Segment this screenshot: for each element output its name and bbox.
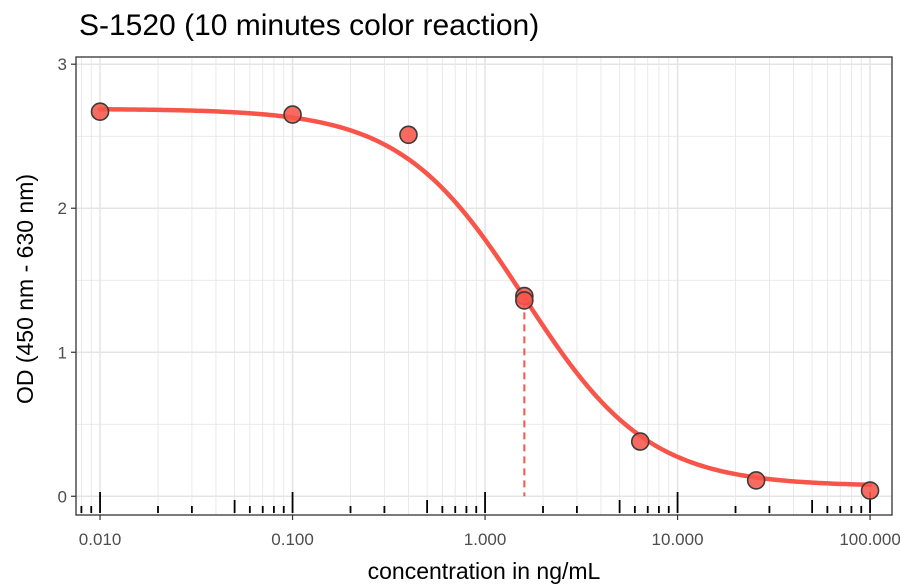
data-point: [283, 105, 302, 124]
data-point: [860, 481, 880, 500]
x-axis: 0.010 0.100 1.000 10.000 100.000: [79, 515, 900, 549]
x-tick-label: 10.000: [652, 530, 704, 549]
data-point: [399, 125, 418, 145]
y-tick-label: 0: [58, 487, 67, 506]
data-point: [746, 471, 766, 490]
chart-title: S-1520 (10 minutes color reaction): [79, 9, 539, 42]
y-axis: 0 1 2 3: [58, 55, 76, 506]
data-point: [515, 291, 534, 310]
rug-marks: [80, 492, 871, 513]
panel-border: [75, 56, 893, 516]
data-points: [90, 102, 880, 500]
x-axis-label: concentration in ng/mL: [368, 558, 601, 584]
y-tick-label: 1: [58, 343, 67, 362]
data-point: [630, 432, 650, 451]
grid: [76, 57, 892, 515]
y-axis-label: OD (450 nm - 630 nm): [12, 174, 38, 404]
y-tick-label: 3: [58, 55, 67, 74]
x-tick-label: 0.010: [79, 530, 122, 549]
x-tick-label: 1.000: [464, 530, 507, 549]
data-point: [90, 102, 110, 122]
fit-curve: [97, 107, 873, 488]
x-tick-label: 0.100: [271, 530, 314, 549]
y-tick-label: 2: [58, 199, 67, 218]
x-tick-label: 100.000: [839, 530, 900, 549]
